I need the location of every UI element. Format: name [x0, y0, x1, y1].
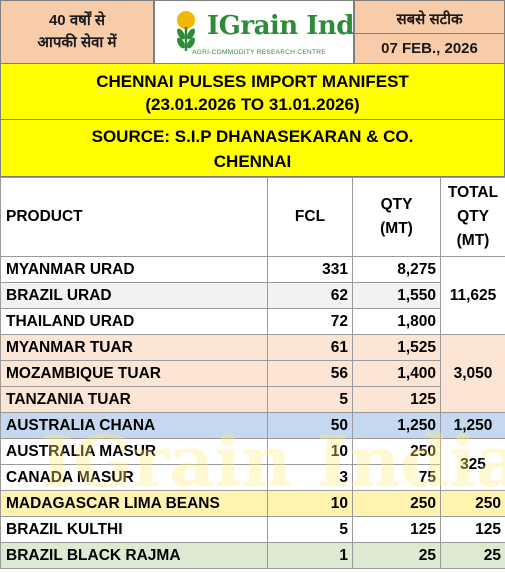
qty-cell: 250 — [352, 438, 441, 465]
col-header-total-label2: QTY — [457, 208, 489, 225]
title-line: CHENNAI PULSES IMPORT MANIFEST — [96, 72, 409, 91]
import-manifest-table: PRODUCT FCL QTY (MT) TOTAL QTY (MT) MYAN… — [0, 177, 505, 569]
fcl-cell: 3 — [267, 464, 353, 491]
table-row: BRAZIL URAD 62 1,550 — [0, 282, 505, 309]
qty-cell: 125 — [352, 516, 441, 543]
product-cell: BRAZIL URAD — [0, 282, 268, 309]
qty-cell: 250 — [352, 490, 441, 517]
fcl-cell: 10 — [267, 438, 353, 465]
logo-title: IGrain India — [207, 11, 380, 41]
product-cell: AUSTRALIA CHANA — [0, 412, 268, 439]
qty-cell: 125 — [352, 386, 441, 413]
product-cell: MYANMAR TUAR — [0, 334, 268, 361]
brand-logo: IGrain India AGRI-COMMODITY RESEARCH CEN… — [154, 0, 380, 64]
product-cell: CANADA MASUR — [0, 464, 268, 491]
fcl-cell: 72 — [267, 308, 353, 335]
table-row: AUSTRALIA CHANA 50 1,250 1,250 — [0, 412, 505, 439]
fcl-cell: 61 — [267, 334, 353, 361]
table-header-row: PRODUCT FCL QTY (MT) TOTAL QTY (MT) — [0, 177, 505, 257]
fcl-cell: 1 — [267, 542, 353, 569]
wheat-sun-icon — [177, 11, 195, 51]
table-row: MYANMAR URAD 331 8,275 11,625 — [0, 256, 505, 335]
fcl-cell: 5 — [267, 516, 353, 543]
product-cell: BRAZIL KULTHI — [0, 516, 268, 543]
col-header-product: PRODUCT — [0, 177, 268, 257]
col-header-total-label: TOTAL — [447, 184, 499, 201]
table-row: AUSTRALIA MASUR 10 250 325 — [0, 438, 505, 491]
service-text: आपकी सेवा में — [37, 34, 117, 51]
fcl-cell: 10 — [267, 490, 353, 517]
report-source: SOURCE: S.I.P DHANASEKARAN & CO. CHENNAI — [0, 120, 505, 177]
header-divider — [355, 33, 504, 34]
total-rajma-cell: 25 — [440, 542, 505, 569]
col-header-qty: QTY (MT) — [352, 177, 441, 257]
table-row: MOZAMBIQUE TUAR 56 1,400 — [0, 360, 505, 387]
col-header-total-unit: (MT) — [456, 232, 490, 249]
fcl-cell: 50 — [267, 412, 353, 439]
table-row: TANZANIA TUAR 5 125 — [0, 386, 505, 413]
report-header: 40 वर्षों से आपकी सेवा में IGrain India … — [0, 0, 505, 64]
product-cell: MOZAMBIQUE TUAR — [0, 360, 268, 387]
qty-cell: 75 — [352, 464, 441, 491]
total-masur-cell: 325 — [440, 438, 505, 491]
qty-cell: 1,550 — [352, 282, 441, 309]
header-date-badge: सबसे सटीक 07 FEB., 2026 — [354, 0, 505, 64]
product-cell: TANZANIA TUAR — [0, 386, 268, 413]
table-row: THAILAND URAD 72 1,800 — [0, 308, 505, 335]
header-service-badge: 40 वर्षों से आपकी सेवा में — [0, 0, 154, 64]
date-range: (23.01.2026 TO 31.01.2026) — [145, 95, 360, 114]
product-cell: BRAZIL BLACK RAJMA — [0, 542, 268, 569]
qty-cell: 1,800 — [352, 308, 441, 335]
qty-cell: 1,525 — [352, 334, 441, 361]
source-line: SOURCE: S.I.P DHANASEKARAN & CO. — [91, 127, 414, 146]
service-years-text: 40 वर्षों से — [48, 12, 106, 29]
table-row: BRAZIL KULTHI 5 125 125 — [0, 516, 505, 543]
report-date: 07 FEB., 2026 — [381, 40, 478, 57]
product-cell: MADAGASCAR LIMA BEANS — [0, 490, 268, 517]
accuracy-text: सबसे सटीक — [396, 11, 463, 28]
total-chana-cell: 1,250 — [440, 412, 505, 439]
col-header-qty-label: QTY — [380, 196, 413, 213]
qty-cell: 8,275 — [352, 256, 441, 283]
col-header-total: TOTAL QTY (MT) — [440, 177, 505, 257]
product-cell: AUSTRALIA MASUR — [0, 438, 268, 465]
total-lima-beans-cell: 250 — [440, 490, 505, 517]
table-row: MADAGASCAR LIMA BEANS 10 250 250 — [0, 490, 505, 517]
qty-cell: 1,400 — [352, 360, 441, 387]
fcl-cell: 331 — [267, 256, 353, 283]
fcl-cell: 56 — [267, 360, 353, 387]
product-cell: MYANMAR URAD — [0, 256, 268, 283]
table-row: MYANMAR TUAR 61 1,525 3,050 — [0, 334, 505, 413]
table-row: BRAZIL BLACK RAJMA 1 25 25 — [0, 542, 505, 569]
qty-cell: 1,250 — [352, 412, 441, 439]
table-row: CANADA MASUR 3 75 — [0, 464, 505, 491]
total-tuar-cell: 3,050 — [440, 334, 505, 413]
col-header-fcl: FCL — [267, 177, 353, 257]
total-kulthi-cell: 125 — [440, 516, 505, 543]
report-title: CHENNAI PULSES IMPORT MANIFEST (23.01.20… — [0, 64, 505, 120]
logo-tagline: AGRI-COMMODITY RESEARCH CENTRE — [192, 49, 326, 56]
product-cell: THAILAND URAD — [0, 308, 268, 335]
qty-cell: 25 — [352, 542, 441, 569]
col-header-qty-unit: (MT) — [380, 220, 413, 237]
total-urad-cell: 11,625 — [440, 256, 505, 335]
source-city: CHENNAI — [213, 152, 292, 171]
fcl-cell: 62 — [267, 282, 353, 309]
fcl-cell: 5 — [267, 386, 353, 413]
